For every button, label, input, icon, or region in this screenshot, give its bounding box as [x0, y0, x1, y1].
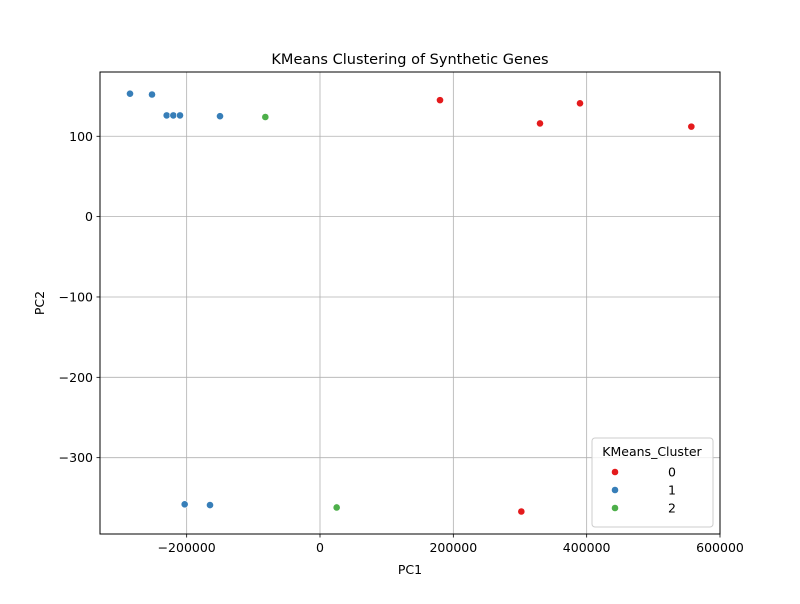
data-point-cluster-1	[176, 111, 184, 120]
data-point-cluster-1	[169, 111, 178, 120]
x-tick-label: 600000	[696, 540, 744, 555]
data-point-cluster-0	[687, 122, 696, 131]
x-tick-label: −200000	[158, 540, 216, 555]
data-point-cluster-0	[576, 99, 584, 108]
data-point-cluster-1	[148, 90, 156, 99]
legend-title: KMeans_Cluster	[602, 444, 702, 459]
data-point-cluster-1	[180, 500, 189, 509]
data-point-cluster-0	[436, 96, 444, 105]
x-tick-label: 200000	[429, 540, 477, 555]
data-point-cluster-1	[216, 112, 224, 121]
y-axis-label: PC2	[32, 291, 47, 315]
legend: KMeans_Cluster 0 1 2	[591, 437, 714, 528]
data-point-cluster-1	[206, 501, 214, 509]
data-point-cluster-1	[162, 111, 171, 120]
data-point-cluster-2	[332, 503, 341, 512]
legend-label-0: 0	[668, 465, 676, 480]
data-point-cluster-1	[126, 89, 134, 98]
points-layer	[126, 89, 696, 516]
data-point-cluster-0	[536, 119, 544, 128]
legend-marker-1	[611, 486, 619, 494]
x-axis-label: PC1	[398, 562, 422, 577]
data-point-cluster-0	[517, 507, 526, 516]
legend-marker-2	[611, 504, 619, 512]
plot-frame	[99, 71, 721, 535]
data-point-cluster-2	[261, 113, 270, 121]
x-tick-label: 400000	[563, 540, 611, 555]
y-tick-label: −200	[59, 370, 93, 385]
y-tick-label: −100	[59, 289, 93, 304]
legend-marker-0	[611, 468, 619, 476]
y-tick-label: −300	[59, 450, 93, 465]
x-tick-label: 0	[316, 540, 324, 555]
ticks-layer: −200000 0 200000 400000 600000 −300 −200 −100 0 1…	[59, 129, 744, 555]
legend-label-1: 1	[668, 483, 676, 498]
legend-box	[591, 437, 714, 528]
legend-entries: 0 1 2	[611, 465, 676, 516]
y-tick-label: 100	[69, 129, 93, 144]
legend-label-2: 2	[668, 501, 676, 516]
y-tick-label: 0	[85, 209, 93, 224]
chart-title: KMeans Clustering of Synthetic Genes	[271, 52, 548, 68]
